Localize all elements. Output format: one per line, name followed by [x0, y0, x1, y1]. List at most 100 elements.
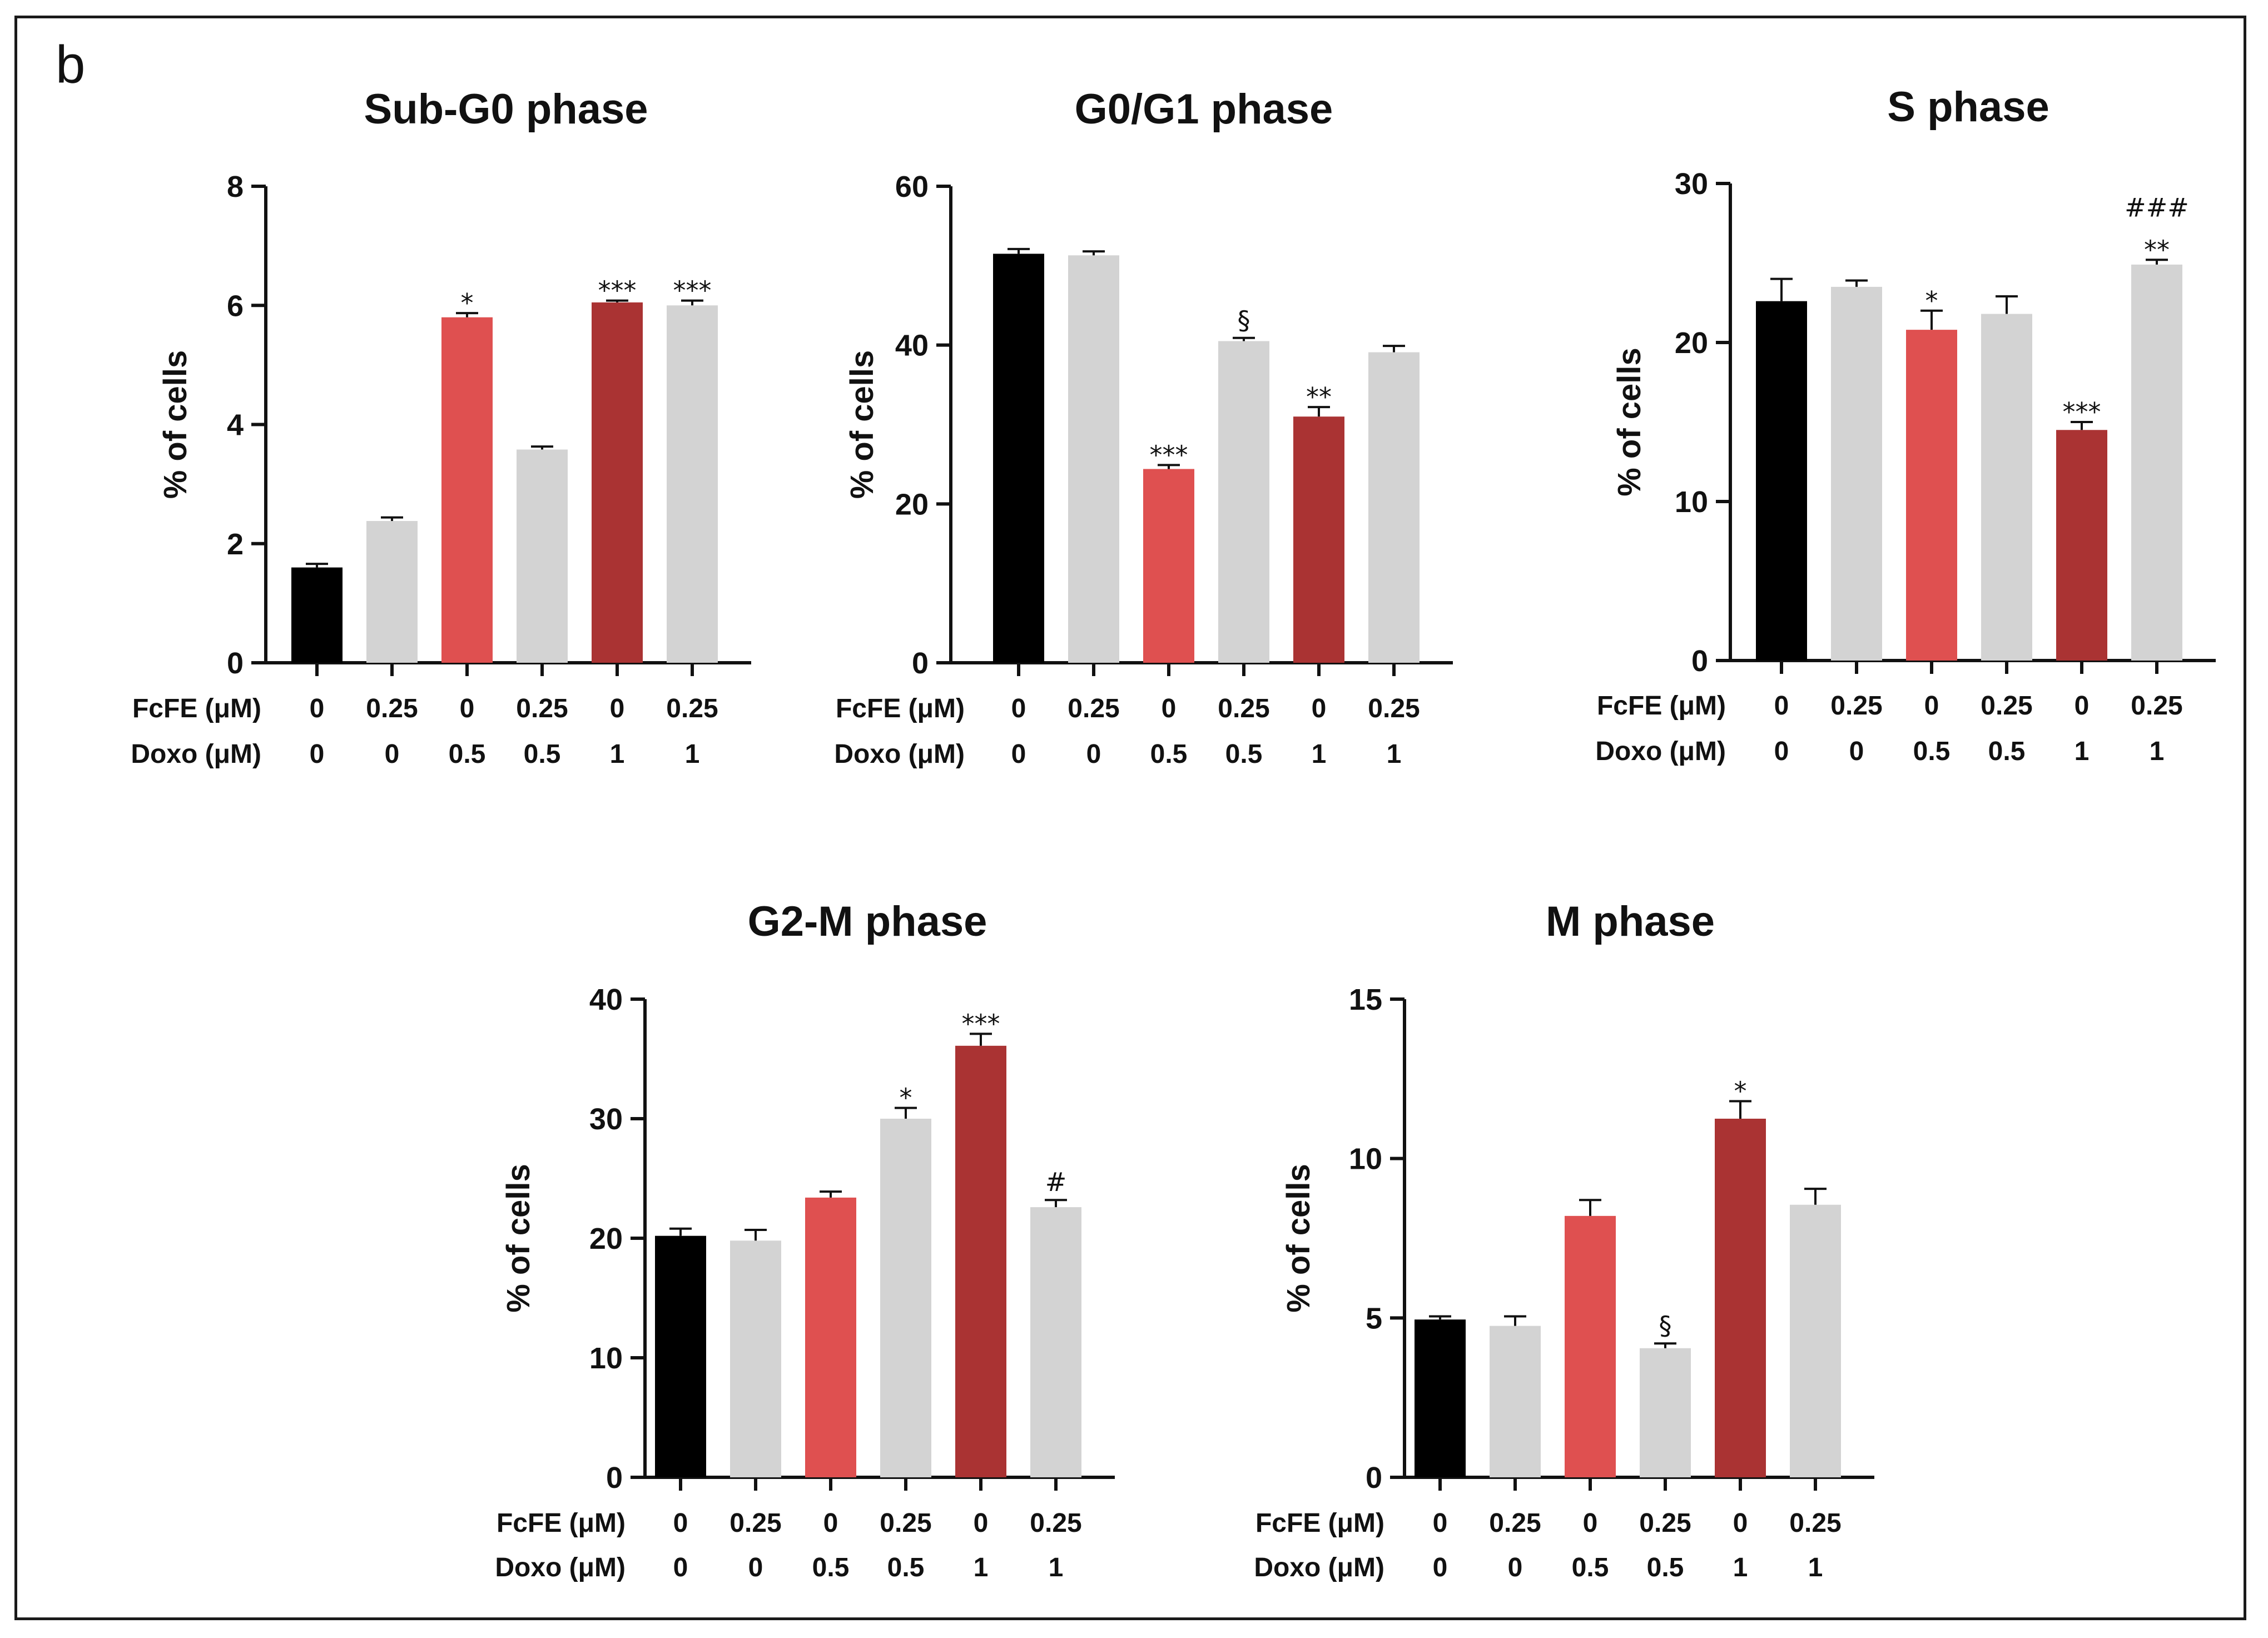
- chart-title: G2-M phase: [748, 898, 987, 945]
- y-tick-label: 4: [227, 409, 244, 442]
- y-tick-label: 0: [606, 1461, 623, 1495]
- significance-label: **: [1306, 382, 1332, 412]
- condition-value: 0: [1583, 1508, 1598, 1538]
- bar: [1831, 286, 1882, 661]
- condition-value: 0.25: [1789, 1508, 1841, 1538]
- significance-label: §: [1238, 305, 1250, 335]
- y-tick-label: 30: [589, 1103, 623, 1136]
- condition-row-label: Doxo (μM): [1254, 1553, 1384, 1582]
- y-tick-label: 10: [589, 1342, 623, 1375]
- bar: [291, 567, 343, 663]
- bar: [1143, 469, 1194, 663]
- condition-value: 0: [1849, 737, 1864, 766]
- condition-value: 0.25: [1218, 694, 1269, 723]
- condition-value: 0: [1086, 739, 1101, 769]
- condition-value: 0.25: [1639, 1508, 1691, 1538]
- condition-row-label: FcFE (μM): [1255, 1508, 1384, 1538]
- y-tick-label: 20: [589, 1222, 623, 1255]
- condition-row-label: FcFE (μM): [1597, 691, 1726, 721]
- condition-value: 0: [974, 1508, 989, 1538]
- bar: [993, 254, 1044, 663]
- condition-value: 0: [1433, 1553, 1448, 1582]
- condition-row-label: Doxo (μM): [495, 1553, 626, 1582]
- y-tick-label: 20: [1675, 326, 1708, 360]
- condition-value: 1: [610, 739, 625, 769]
- condition-value: 0: [1312, 694, 1327, 723]
- significance-label: ***: [2063, 397, 2101, 427]
- significance-label: ***: [673, 276, 712, 306]
- condition-value: 0: [610, 694, 625, 723]
- y-tick-label: 10: [1349, 1143, 1382, 1176]
- bar: [955, 1045, 1006, 1477]
- bar: [2131, 264, 2182, 661]
- bar: [1981, 314, 2032, 661]
- bar: [517, 449, 568, 663]
- chart-title: M phase: [1546, 898, 1715, 945]
- chart-title: Sub-G0 phase: [364, 86, 648, 133]
- condition-value: 0.25: [1981, 691, 2032, 721]
- significance-label: ###: [2125, 192, 2189, 222]
- condition-value: 0: [310, 739, 325, 769]
- condition-value: 0: [1733, 1508, 1748, 1538]
- condition-value: 0.5: [1647, 1553, 1684, 1582]
- y-tick-label: 0: [1366, 1461, 1382, 1495]
- y-tick-label: 10: [1675, 485, 1708, 519]
- significance-label: **: [2144, 235, 2170, 265]
- y-tick-label: 20: [895, 488, 929, 521]
- condition-value: 0: [385, 739, 400, 769]
- significance-label: §: [1659, 1311, 1672, 1341]
- y-axis-label: % of cells: [1281, 1164, 1317, 1313]
- condition-value: 1: [2150, 737, 2165, 766]
- bar: [1293, 416, 1344, 663]
- y-axis-label: % of cells: [157, 350, 193, 499]
- y-tick-label: 6: [227, 289, 244, 322]
- condition-row-label: FcFE (μM): [836, 694, 965, 723]
- condition-value: 0.5: [887, 1553, 925, 1582]
- y-tick-label: 5: [1366, 1302, 1382, 1335]
- condition-value: 1: [685, 739, 700, 769]
- bar: [1640, 1348, 1691, 1477]
- condition-value: 0.25: [1068, 694, 1119, 723]
- condition-value: 0.25: [1368, 694, 1420, 723]
- condition-row-label: Doxo (μM): [834, 739, 965, 769]
- bar: [1490, 1326, 1541, 1477]
- panel-label: b: [56, 35, 86, 95]
- condition-value: 0: [460, 694, 475, 723]
- condition-value: 1: [1808, 1553, 1823, 1582]
- bar: [1368, 352, 1420, 663]
- condition-value: 0.25: [1830, 691, 1882, 721]
- chart-panel: G0/G1 phase % of cells 0 20 40 60 *** § ** FcFE (…: [834, 86, 1453, 769]
- y-tick-label: 0: [1691, 644, 1708, 678]
- bar: [2056, 430, 2107, 661]
- significance-label: ***: [598, 276, 637, 306]
- significance-label: *: [1734, 1076, 1747, 1106]
- condition-value: 0.5: [449, 739, 486, 769]
- condition-value: 0: [1774, 737, 1789, 766]
- significance-label: ***: [1150, 440, 1188, 470]
- condition-value: 0: [310, 694, 325, 723]
- condition-value: 1: [974, 1553, 989, 1582]
- significance-label: *: [900, 1083, 912, 1113]
- condition-value: 0: [1774, 691, 1789, 721]
- bar: [366, 521, 418, 663]
- condition-value: 0.25: [516, 694, 568, 723]
- y-tick-label: 30: [1675, 167, 1708, 201]
- condition-value: 0: [1508, 1553, 1523, 1582]
- bar: [441, 317, 493, 663]
- y-tick-label: 0: [912, 647, 929, 680]
- y-axis-label: % of cells: [1611, 348, 1647, 497]
- condition-value: 0.25: [1489, 1508, 1541, 1538]
- condition-value: 0.5: [1572, 1553, 1609, 1582]
- significance-label: #: [1045, 1167, 1067, 1197]
- bar: [1218, 341, 1269, 663]
- bar: [1906, 330, 1957, 661]
- y-axis-label: % of cells: [500, 1164, 537, 1313]
- condition-value: 1: [1387, 739, 1402, 769]
- figure-frame: [14, 16, 2246, 1620]
- y-tick-label: 2: [227, 528, 244, 561]
